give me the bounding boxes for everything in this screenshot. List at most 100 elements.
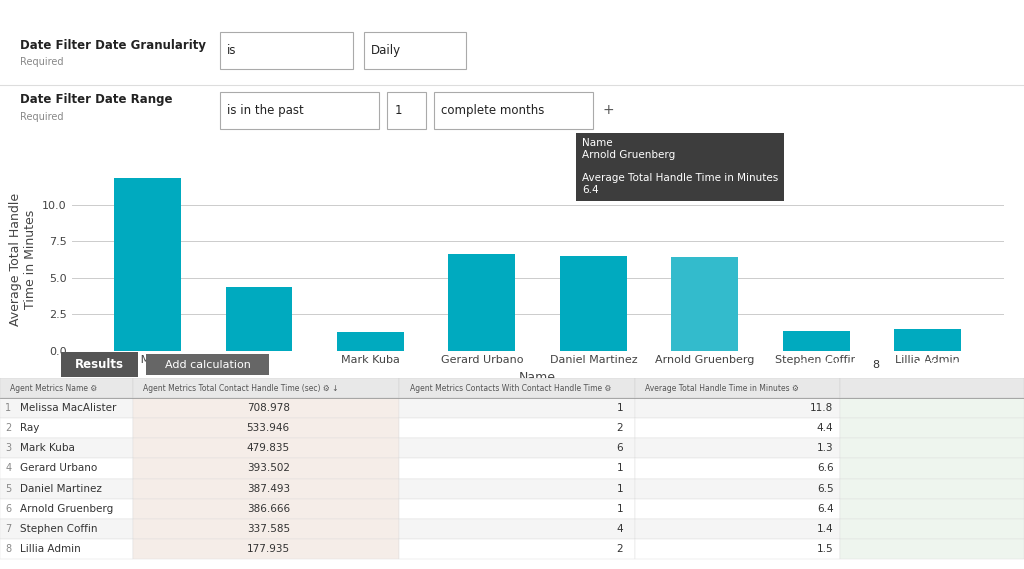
Text: 4.4: 4.4	[817, 423, 834, 433]
Text: Name
Arnold Gruenberg

Average Total Handle Time in Minutes
6.4: Name Arnold Gruenberg Average Total Hand…	[583, 138, 778, 195]
FancyBboxPatch shape	[146, 354, 269, 376]
Text: 6.5: 6.5	[817, 484, 834, 493]
FancyBboxPatch shape	[133, 398, 399, 418]
FancyBboxPatch shape	[855, 354, 896, 376]
Text: Mark Kuba: Mark Kuba	[20, 443, 76, 453]
FancyBboxPatch shape	[840, 418, 1024, 438]
FancyBboxPatch shape	[635, 378, 840, 398]
Text: ◎: ◎	[308, 149, 316, 159]
Text: ...: ...	[358, 149, 369, 159]
Text: Melissa MacAlister: Melissa MacAlister	[20, 403, 117, 413]
FancyBboxPatch shape	[0, 438, 133, 459]
FancyBboxPatch shape	[399, 398, 635, 418]
Text: ■ Totals: ■ Totals	[916, 360, 963, 369]
FancyBboxPatch shape	[399, 459, 635, 479]
FancyBboxPatch shape	[133, 479, 399, 498]
FancyBboxPatch shape	[61, 352, 138, 377]
Text: ☐: ☐	[230, 149, 241, 159]
Bar	[114, 178, 181, 351]
FancyBboxPatch shape	[399, 498, 635, 519]
Text: 479.835: 479.835	[247, 443, 290, 453]
Text: 1.3: 1.3	[817, 443, 834, 453]
FancyBboxPatch shape	[133, 438, 399, 459]
Text: 8: 8	[5, 544, 11, 554]
Text: 177.935: 177.935	[247, 544, 290, 554]
FancyBboxPatch shape	[840, 539, 1024, 559]
FancyBboxPatch shape	[635, 438, 840, 459]
Text: Gerard Urbano: Gerard Urbano	[20, 464, 97, 473]
FancyBboxPatch shape	[840, 459, 1024, 479]
FancyBboxPatch shape	[133, 418, 399, 438]
FancyBboxPatch shape	[220, 92, 379, 129]
Text: Arnold Gruenberg: Arnold Gruenberg	[20, 504, 114, 514]
FancyBboxPatch shape	[840, 378, 1024, 398]
Text: complete months: complete months	[441, 104, 545, 117]
Text: Row Limit: Row Limit	[799, 360, 853, 369]
Text: 6: 6	[335, 149, 341, 159]
Bar	[449, 254, 515, 351]
Text: 2: 2	[5, 423, 11, 433]
Bar	[782, 331, 850, 351]
Text: Required: Required	[20, 57, 63, 67]
Text: Stephen Coffin: Stephen Coffin	[20, 524, 98, 534]
Text: Agent Metrics Contacts With Contact Handle Time ⚙: Agent Metrics Contacts With Contact Hand…	[410, 384, 611, 393]
Text: Required: Required	[20, 112, 63, 122]
Text: ▼ Filters (3): ▼ Filters (3)	[10, 6, 83, 19]
FancyBboxPatch shape	[399, 539, 635, 559]
FancyBboxPatch shape	[133, 378, 399, 398]
FancyBboxPatch shape	[840, 479, 1024, 498]
FancyBboxPatch shape	[635, 418, 840, 438]
FancyBboxPatch shape	[0, 378, 133, 398]
Text: Agent Metrics Total Contact Handle Time (sec) ⚙ ↓: Agent Metrics Total Contact Handle Time …	[143, 384, 339, 393]
FancyBboxPatch shape	[635, 479, 840, 498]
Bar	[894, 329, 962, 351]
Bar	[225, 287, 293, 351]
FancyBboxPatch shape	[635, 539, 840, 559]
Text: ❙❙: ❙❙	[150, 149, 168, 159]
FancyBboxPatch shape	[399, 378, 635, 398]
Text: is in the past: is in the past	[227, 104, 304, 117]
FancyBboxPatch shape	[0, 459, 133, 479]
FancyBboxPatch shape	[364, 32, 466, 69]
FancyBboxPatch shape	[133, 539, 399, 559]
Text: Lillia Admin: Lillia Admin	[20, 544, 81, 554]
Text: Add calculation: Add calculation	[165, 360, 251, 369]
Text: ▼ Data: ▼ Data	[10, 358, 51, 371]
Text: 6.6: 6.6	[817, 464, 834, 473]
Bar	[560, 256, 627, 351]
Text: 708.978: 708.978	[247, 403, 290, 413]
Text: 7: 7	[5, 524, 11, 534]
Text: 4: 4	[5, 464, 11, 473]
FancyBboxPatch shape	[840, 498, 1024, 519]
FancyBboxPatch shape	[0, 418, 133, 438]
Text: 4: 4	[616, 524, 623, 534]
Text: ▼ Visualization: ▼ Visualization	[10, 147, 98, 160]
FancyBboxPatch shape	[635, 459, 840, 479]
Text: +: +	[602, 103, 613, 117]
FancyBboxPatch shape	[635, 519, 840, 539]
Text: 387.493: 387.493	[247, 484, 290, 493]
Text: 533.946: 533.946	[247, 423, 290, 433]
Text: Date Filter Date Granularity: Date Filter Date Granularity	[20, 39, 207, 52]
Text: ☐: ☐	[128, 149, 138, 159]
FancyBboxPatch shape	[0, 539, 133, 559]
Text: 337.585: 337.585	[247, 524, 290, 534]
FancyBboxPatch shape	[840, 398, 1024, 418]
Y-axis label: Average Total Handle
Time in Minutes: Average Total Handle Time in Minutes	[8, 193, 37, 326]
FancyBboxPatch shape	[399, 418, 635, 438]
FancyBboxPatch shape	[133, 459, 399, 479]
Text: 1: 1	[616, 464, 623, 473]
FancyBboxPatch shape	[0, 519, 133, 539]
FancyBboxPatch shape	[635, 398, 840, 418]
Text: ≡ Edit: ≡ Edit	[983, 149, 1018, 159]
Text: 1.4: 1.4	[817, 524, 834, 534]
Text: 1: 1	[5, 403, 11, 413]
Text: 386.666: 386.666	[247, 504, 290, 514]
Text: Daniel Martinez: Daniel Martinez	[20, 484, 102, 493]
FancyBboxPatch shape	[0, 498, 133, 519]
Text: 1: 1	[616, 403, 623, 413]
Text: 8: 8	[872, 360, 879, 369]
Text: ⏰: ⏰	[284, 149, 290, 159]
Text: 6: 6	[616, 443, 623, 453]
Text: 1: 1	[616, 504, 623, 514]
